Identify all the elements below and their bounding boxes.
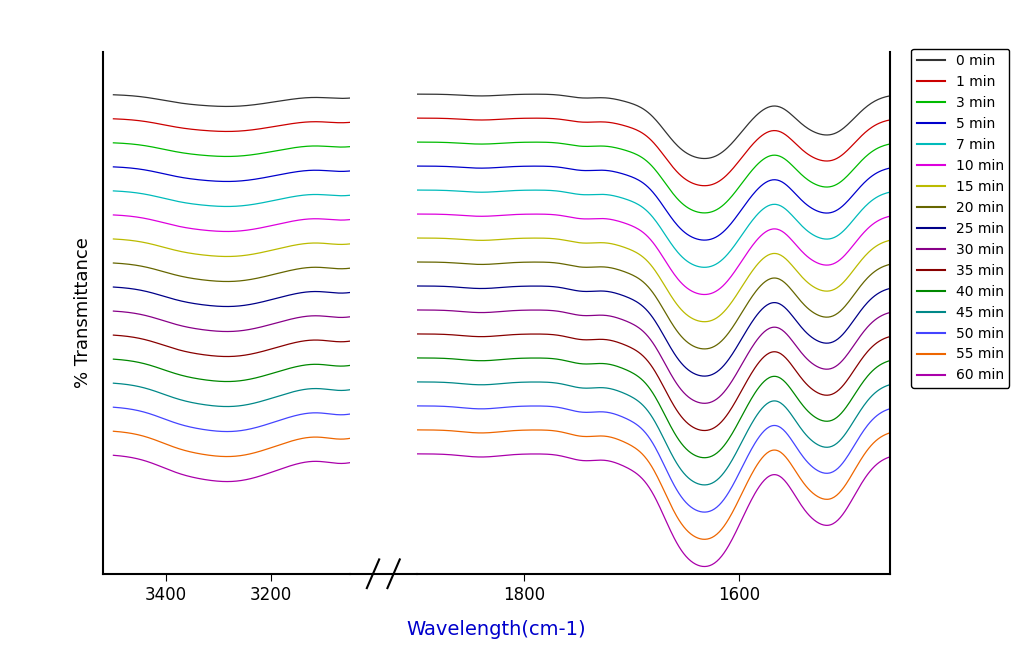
Y-axis label: % Transmittance: % Transmittance <box>74 237 92 389</box>
Legend: 0 min, 1 min, 3 min, 5 min, 7 min, 10 min, 15 min, 20 min, 25 min, 30 min, 35 mi: 0 min, 1 min, 3 min, 5 min, 7 min, 10 mi… <box>912 49 1009 388</box>
Text: Wavelength(cm-1): Wavelength(cm-1) <box>406 620 587 639</box>
